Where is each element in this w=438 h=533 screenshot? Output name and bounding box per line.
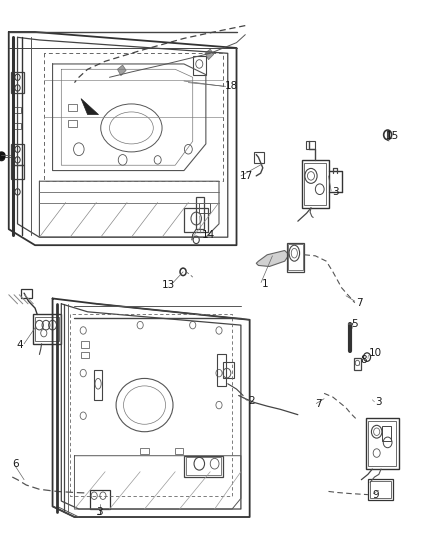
- Bar: [33, 314, 61, 344]
- Bar: [354, 358, 361, 370]
- Bar: [370, 481, 391, 498]
- Text: 9: 9: [372, 490, 379, 499]
- Bar: [196, 197, 204, 229]
- Bar: [68, 120, 77, 127]
- Bar: [302, 160, 328, 208]
- Text: 8: 8: [360, 356, 367, 365]
- Text: 14: 14: [201, 230, 215, 239]
- Bar: [368, 421, 396, 466]
- Bar: [304, 163, 326, 205]
- Bar: [68, 104, 77, 111]
- Text: 1: 1: [262, 279, 268, 289]
- Text: 3: 3: [96, 507, 103, 516]
- Bar: [11, 144, 24, 165]
- Text: 4: 4: [17, 341, 23, 350]
- Text: 6: 6: [12, 459, 19, 469]
- Bar: [254, 152, 264, 163]
- Bar: [94, 370, 102, 400]
- Bar: [184, 456, 223, 477]
- Bar: [306, 141, 315, 149]
- Bar: [287, 243, 304, 272]
- Bar: [199, 203, 210, 213]
- Polygon shape: [205, 49, 214, 60]
- Bar: [12, 107, 21, 113]
- Bar: [11, 165, 24, 179]
- Bar: [21, 289, 32, 298]
- Bar: [217, 354, 226, 386]
- Bar: [366, 418, 399, 469]
- Text: 7: 7: [356, 298, 362, 308]
- Text: 2: 2: [248, 397, 255, 406]
- Polygon shape: [81, 99, 99, 115]
- Text: 17: 17: [240, 171, 253, 181]
- Bar: [368, 479, 393, 500]
- Bar: [81, 341, 89, 348]
- Bar: [140, 448, 149, 454]
- Text: 18: 18: [225, 82, 238, 91]
- Bar: [288, 244, 303, 270]
- Bar: [35, 317, 59, 341]
- Text: 5: 5: [351, 319, 358, 329]
- Bar: [186, 457, 221, 475]
- Text: 13: 13: [162, 280, 175, 290]
- Text: 15: 15: [385, 131, 399, 141]
- Bar: [175, 448, 183, 454]
- Text: 7: 7: [315, 399, 322, 409]
- Bar: [193, 56, 206, 75]
- Polygon shape: [117, 65, 126, 76]
- Bar: [223, 362, 234, 378]
- Polygon shape: [256, 251, 289, 266]
- Bar: [382, 426, 391, 441]
- Bar: [81, 352, 89, 358]
- Bar: [11, 72, 24, 93]
- Bar: [90, 490, 110, 509]
- Text: 3: 3: [375, 398, 382, 407]
- Text: 3: 3: [332, 187, 339, 197]
- Text: 10: 10: [369, 349, 382, 358]
- Bar: [12, 123, 21, 129]
- Bar: [184, 208, 208, 232]
